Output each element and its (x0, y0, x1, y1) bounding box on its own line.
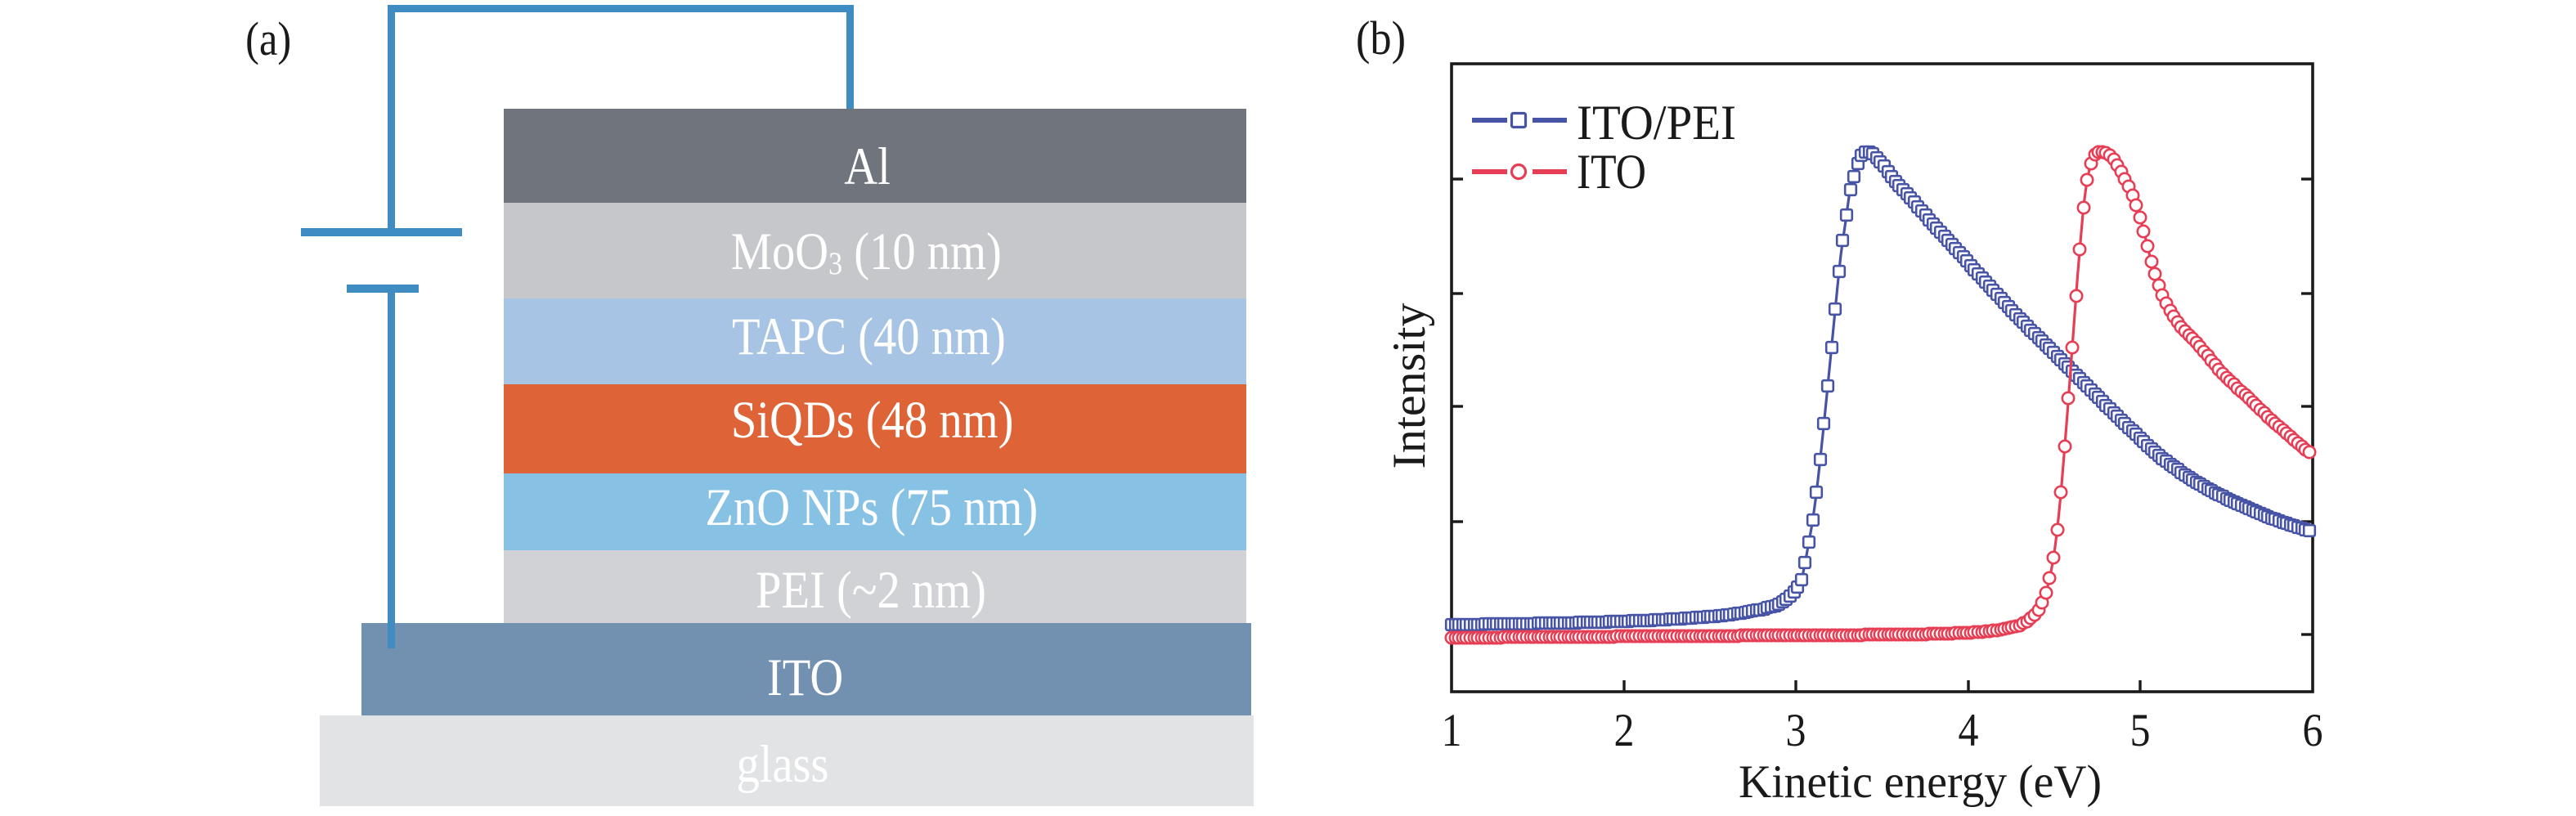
svg-text:ITO: ITO (1577, 145, 1646, 199)
svg-text:4: 4 (1959, 705, 1979, 756)
svg-text:2: 2 (1614, 705, 1635, 756)
svg-text:(b): (b) (1356, 11, 1406, 65)
svg-text:6: 6 (2303, 705, 2323, 756)
svg-text:ITO/PEI: ITO/PEI (1577, 96, 1736, 150)
svg-text:1: 1 (1442, 705, 1462, 756)
svg-text:3: 3 (1786, 705, 1806, 756)
svg-text:Intensity: Intensity (1384, 303, 1435, 469)
svg-text:Kinetic energy (eV): Kinetic energy (eV) (1739, 756, 2102, 808)
svg-text:5: 5 (2130, 705, 2151, 756)
